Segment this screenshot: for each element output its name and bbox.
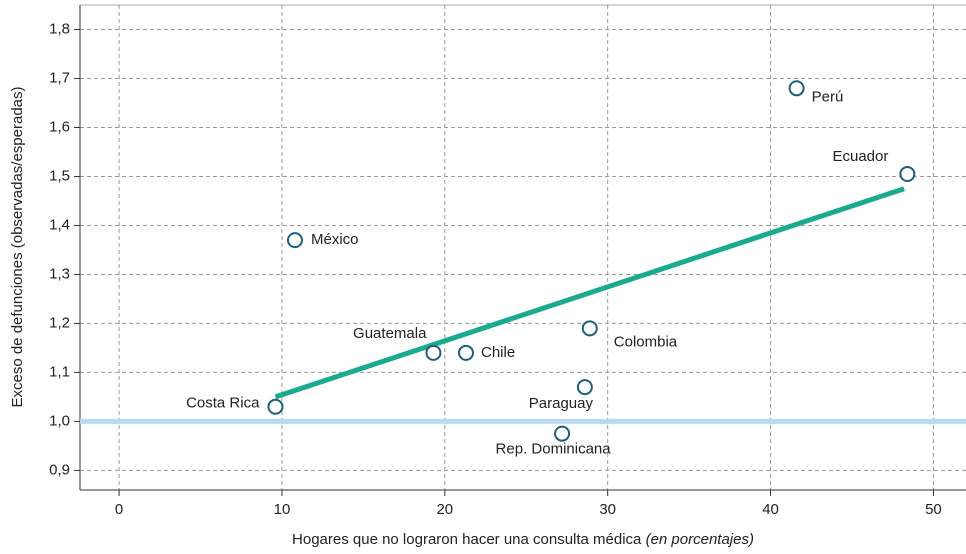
point-label: Guatemala [353,325,427,342]
y-tick-label: 1,4 [49,216,70,233]
y-tick-label: 1,3 [49,265,70,282]
point [581,320,598,337]
y-tick-label: 1,1 [49,363,70,380]
point [286,232,303,249]
point [554,425,571,442]
point-label: Chile [481,344,515,361]
x-axis-label-main: Hogares que no lograron hacer una consul… [292,531,642,548]
y-tick-label: 0,9 [49,461,70,478]
y-tick-label: 1,5 [49,167,70,184]
x-tick-label: 40 [762,501,779,518]
y-tick-label: 1,8 [49,20,70,37]
x-tick-label: 0 [115,501,123,518]
x-axis-label: Hogares que no lograron hacer una consul… [292,531,754,548]
point-label: Ecuador [832,148,888,165]
x-tick-label: 20 [436,501,453,518]
y-tick-label: 1,2 [49,314,70,331]
point [425,344,442,361]
point [576,379,593,396]
x-tick-label: 30 [599,501,616,518]
point [788,80,805,97]
x-tick-label: 10 [274,501,291,518]
point-label: México [311,231,359,248]
point [899,166,916,183]
y-tick-label: 1,7 [49,69,70,86]
point-label: Rep. Dominicana [496,441,612,458]
trend-line [274,186,905,400]
y-tick-label: 1,0 [49,412,70,429]
y-axis-label: Exceso de defunciones (observadas/espera… [9,86,26,407]
x-tick-label: 50 [925,501,942,518]
x-axis-label-note: (en porcentajes) [646,531,754,548]
point-label: Costa Rica [186,395,260,412]
y-tick-label: 1,6 [49,118,70,135]
point [267,398,284,415]
point-label: Colombia [614,333,678,350]
point-label: Perú [812,88,844,105]
point-label: Paraguay [529,395,594,412]
point [457,344,474,361]
